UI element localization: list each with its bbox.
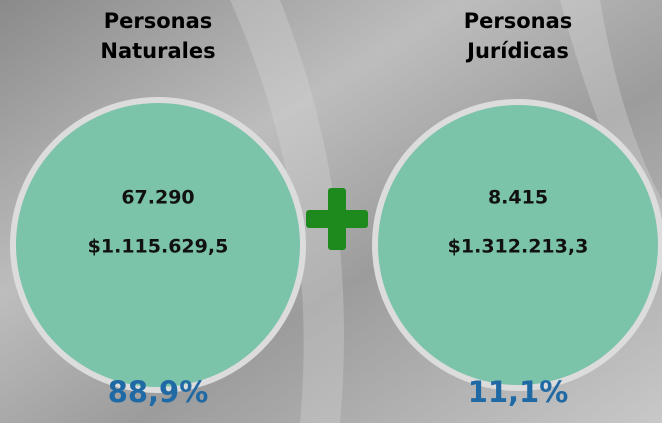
count: 67.290 bbox=[121, 187, 194, 209]
amount: $1.312.213,3 bbox=[448, 236, 589, 258]
circle bbox=[372, 99, 662, 391]
group-title: Naturales bbox=[100, 39, 215, 63]
count: 8.415 bbox=[488, 187, 548, 209]
group-title: Personas bbox=[104, 9, 213, 33]
texture bbox=[230, 0, 344, 423]
circle bbox=[10, 97, 306, 393]
plus-bar bbox=[328, 188, 346, 250]
group-title: Personas bbox=[464, 9, 573, 33]
share: 11,1% bbox=[468, 375, 569, 409]
amount: $1.115.629,5 bbox=[88, 236, 229, 258]
plus-icon bbox=[306, 188, 368, 250]
share: 88,9% bbox=[108, 375, 209, 409]
group-title: Jurídicas bbox=[465, 39, 569, 63]
